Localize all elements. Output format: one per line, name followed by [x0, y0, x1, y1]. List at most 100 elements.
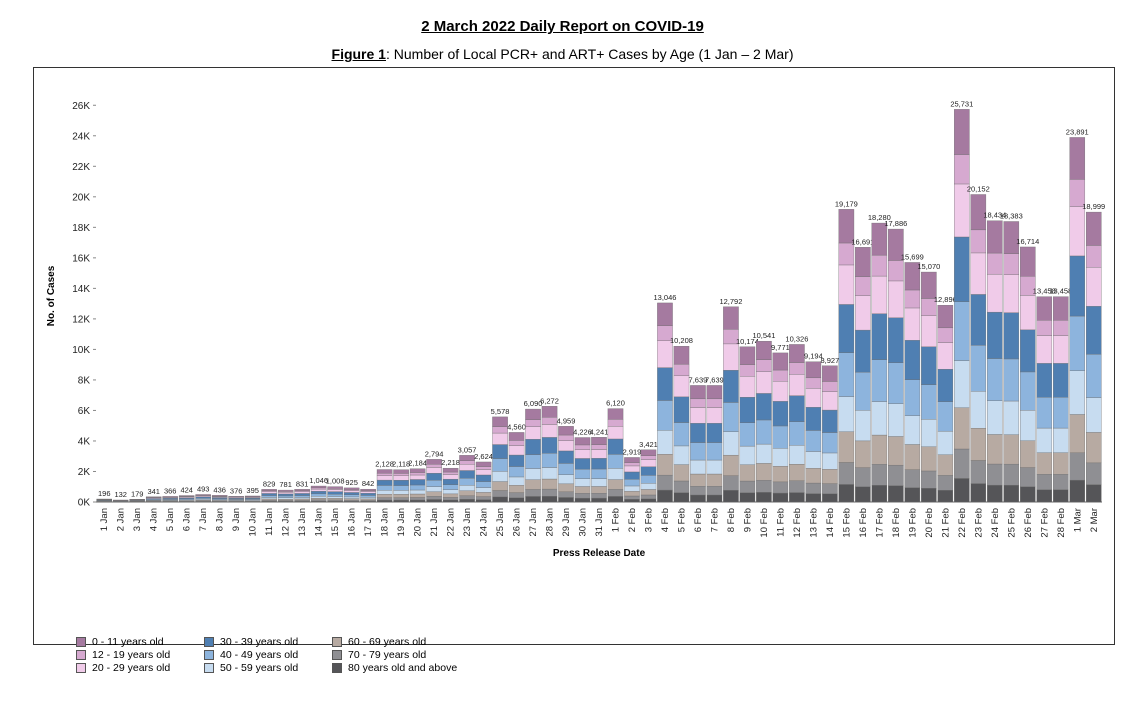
- bar-segment: [624, 499, 639, 502]
- bar-segment: [789, 344, 804, 362]
- legend-swatch: [204, 650, 214, 660]
- bar-segment: [921, 488, 936, 502]
- bar-31-jan: [591, 437, 606, 502]
- bar-total-label: 7,639: [705, 375, 724, 384]
- bar-segment: [987, 274, 1002, 312]
- bar-segment: [476, 470, 491, 475]
- bar-segment: [657, 368, 672, 401]
- bar-segment: [575, 438, 590, 445]
- bar-segment: [558, 441, 573, 451]
- bar-segment: [773, 466, 788, 482]
- bar-segment: [641, 456, 656, 460]
- bar-segment: [608, 496, 623, 502]
- bar-segment: [328, 487, 343, 489]
- bar-total-label: 18,383: [1000, 211, 1023, 220]
- bar-segment: [361, 497, 376, 499]
- bar-segment: [987, 221, 1002, 253]
- bar-total-label: 4,959: [557, 416, 576, 425]
- bar-total-label: 9,771: [771, 343, 790, 352]
- bar-total-label: 16,714: [1016, 237, 1039, 246]
- bar-segment: [839, 432, 854, 463]
- bar-23-feb: [971, 194, 986, 502]
- x-tick-label: 16 Feb: [858, 508, 869, 538]
- bar-segment: [822, 484, 837, 494]
- bar-total-label: 12,792: [719, 297, 742, 306]
- bar-segment: [509, 432, 524, 440]
- bar-segment: [262, 499, 277, 500]
- x-tick-label: 10 Feb: [759, 508, 770, 538]
- bar-segment: [839, 462, 854, 484]
- bar-segment: [888, 281, 903, 318]
- bar-segment: [509, 467, 524, 477]
- bar-segment: [575, 450, 590, 459]
- bar-segment: [278, 490, 293, 491]
- bar-segment: [954, 361, 969, 408]
- bar-segment: [822, 410, 837, 432]
- bar-segment: [361, 495, 376, 497]
- bar-segment: [476, 462, 491, 467]
- bar-segment: [641, 450, 656, 456]
- x-tick-label: 15 Jan: [330, 508, 341, 537]
- bar-segment: [773, 401, 788, 426]
- bar-segment: [311, 491, 326, 494]
- bar-18-jan: [377, 470, 392, 502]
- bar-total-label: 23,891: [1066, 127, 1089, 136]
- y-tick-label: 24K: [72, 131, 90, 142]
- legend-swatch: [332, 637, 342, 647]
- bar-segment: [1037, 320, 1052, 335]
- bar-segment: [426, 487, 441, 492]
- x-tick-label: 14 Feb: [825, 508, 836, 538]
- bar-segment: [822, 494, 837, 502]
- bar-segment: [905, 470, 920, 488]
- bar-segment: [674, 346, 689, 364]
- bar-segment: [740, 465, 755, 481]
- bar-segment: [954, 408, 969, 449]
- legend-item: 0 - 11 years old: [76, 636, 164, 648]
- bar-3-jan: [130, 499, 145, 502]
- bar-segment: [410, 485, 425, 490]
- bar-total-label: 4,241: [590, 427, 609, 436]
- bar-segment: [690, 474, 705, 486]
- x-axis-title: Press Release Date: [553, 548, 646, 559]
- bar-segment: [855, 410, 870, 441]
- legend-swatch: [76, 663, 86, 673]
- bar-segment: [756, 360, 771, 372]
- bar-segment: [426, 492, 441, 496]
- x-tick-label: 13 Feb: [808, 508, 819, 538]
- bar-segment: [855, 296, 870, 330]
- bar-10-jan: [245, 496, 260, 502]
- bar-segment: [394, 486, 409, 491]
- bar-1-mar: [1070, 137, 1085, 502]
- bar-segment: [773, 353, 788, 370]
- x-tick-label: 28 Jan: [545, 508, 556, 537]
- bar-segment: [839, 265, 854, 305]
- bar-18-feb: [888, 229, 903, 502]
- bar-22-feb: [954, 109, 969, 502]
- bar-segment: [723, 455, 738, 475]
- bar-segment: [542, 453, 557, 467]
- bar-segment: [1070, 480, 1085, 502]
- bar-total-label: 196: [98, 489, 111, 498]
- bar-segment: [591, 445, 606, 450]
- bar-segment: [1004, 485, 1019, 502]
- bar-segment: [262, 489, 277, 490]
- bar-1-jan: [97, 499, 112, 502]
- bar-segment: [938, 455, 953, 476]
- legend-label: 20 - 29 years old: [92, 662, 170, 674]
- bar-segment: [674, 423, 689, 446]
- bar-30-jan: [575, 438, 590, 502]
- bar-total-label: 2,794: [425, 449, 444, 458]
- bar-segment: [1070, 256, 1085, 316]
- bar-segment: [954, 155, 969, 184]
- bar-5-feb: [674, 346, 689, 502]
- bar-segment: [575, 493, 590, 498]
- bar-segment: [426, 496, 441, 499]
- x-tick-label: 9 Feb: [742, 508, 753, 532]
- bar-segment: [492, 445, 507, 459]
- bar-segment: [1020, 295, 1035, 329]
- bar-segment: [509, 485, 524, 492]
- x-tick-label: 1 Feb: [610, 508, 621, 532]
- bar-segment: [740, 376, 755, 397]
- bar-segment: [822, 381, 837, 391]
